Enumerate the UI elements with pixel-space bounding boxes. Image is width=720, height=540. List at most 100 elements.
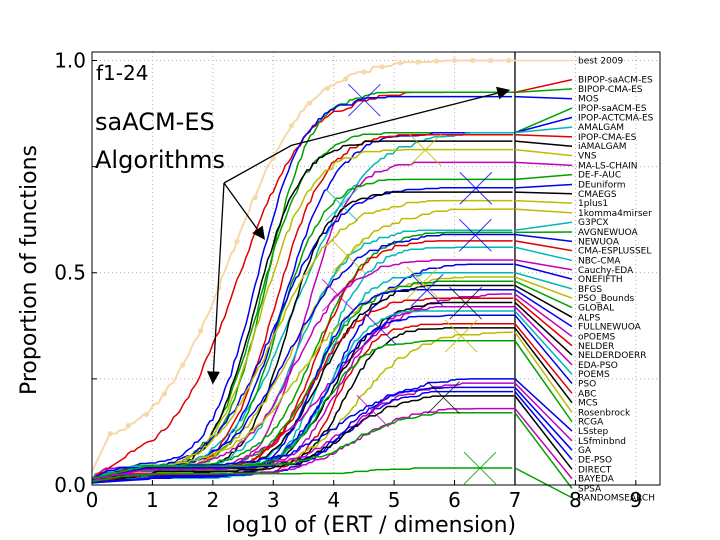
series-marker bbox=[321, 278, 355, 312]
legend-entry: 1plus1 bbox=[578, 199, 608, 209]
legend-connector bbox=[514, 340, 573, 423]
series-line bbox=[91, 386, 514, 484]
series-line bbox=[91, 390, 513, 480]
y-tick-label: 0.5 bbox=[54, 261, 86, 285]
legend-entry: BAYEDA bbox=[578, 475, 615, 485]
legend-entry: iAMALGAM bbox=[578, 142, 627, 152]
x-tick-label: 3 bbox=[267, 488, 280, 512]
legend-connector bbox=[514, 148, 573, 157]
x-tick-label: 8 bbox=[569, 488, 582, 512]
x-tick-label: 0 bbox=[86, 488, 99, 512]
x-tick-label: 2 bbox=[206, 488, 219, 512]
legend-connector bbox=[514, 78, 573, 94]
series-marker bbox=[459, 171, 493, 205]
legend-connector bbox=[514, 467, 573, 499]
legend-connector bbox=[514, 116, 573, 134]
series-marker bbox=[356, 394, 390, 428]
series-point bbox=[252, 194, 258, 201]
annotation-arrow bbox=[223, 86, 511, 184]
legend-connector bbox=[514, 199, 573, 204]
legend-entry: LSfminbnd bbox=[578, 437, 626, 447]
legend-connector bbox=[514, 310, 573, 375]
series-point bbox=[180, 362, 186, 368]
series-point bbox=[161, 391, 168, 397]
legend-connector bbox=[514, 284, 573, 318]
legend-entry: LSstep bbox=[578, 427, 608, 437]
series-line bbox=[91, 382, 514, 481]
series-point bbox=[234, 238, 240, 244]
series-line bbox=[91, 378, 515, 480]
series-marker bbox=[348, 83, 381, 117]
legend-entry: BIPOP-saACM-ES bbox=[578, 76, 653, 86]
legend-connector bbox=[514, 88, 573, 94]
series-point bbox=[415, 59, 421, 65]
legend-connector bbox=[514, 412, 573, 489]
legend-connector bbox=[514, 208, 573, 214]
legend-entry: PSO_Bounds bbox=[578, 294, 635, 304]
y-tick-label: 0.0 bbox=[54, 473, 86, 497]
legend-connector bbox=[514, 107, 573, 134]
legend-connector bbox=[514, 327, 573, 404]
legend-connector bbox=[514, 183, 573, 189]
legend-connector bbox=[514, 382, 573, 442]
legend-connector bbox=[514, 306, 573, 366]
x-tick-label: 7 bbox=[509, 488, 522, 512]
annotation-arrows bbox=[207, 86, 511, 385]
legend-connector bbox=[514, 314, 573, 385]
x-tick-label: 4 bbox=[327, 488, 340, 512]
series-point bbox=[343, 76, 349, 82]
series-point bbox=[325, 85, 331, 92]
legend-entry: FULLNEWUOA bbox=[578, 323, 642, 333]
x-axis-label: log10 of (ERT / dimension) bbox=[226, 513, 516, 538]
legend-entry: ALPS bbox=[578, 313, 601, 323]
series-point bbox=[506, 57, 512, 64]
annotation-arrow bbox=[223, 182, 265, 240]
legend-connector bbox=[514, 221, 573, 232]
x-tick-label: 1 bbox=[146, 488, 159, 512]
series-marker bbox=[463, 451, 497, 485]
legend-connector bbox=[514, 126, 573, 134]
legend-connector bbox=[514, 323, 573, 394]
plot-frame bbox=[91, 51, 661, 486]
legend-entry: best 2009 bbox=[578, 56, 624, 66]
series-marker bbox=[363, 311, 397, 345]
series-point bbox=[306, 100, 313, 106]
legend-connector bbox=[514, 293, 573, 338]
legend-entry: BFGS bbox=[578, 285, 602, 295]
legend-connector bbox=[514, 280, 573, 309]
series-line bbox=[91, 95, 512, 480]
series-point bbox=[379, 64, 385, 70]
legend-entry: NBC-CMA bbox=[578, 256, 621, 266]
series-point bbox=[433, 58, 440, 64]
y-tick-label: 1.0 bbox=[54, 48, 86, 72]
legend-connector bbox=[514, 386, 573, 451]
series-point bbox=[470, 57, 476, 64]
legend-entry: DE-F-AUC bbox=[578, 171, 621, 181]
legend-connector bbox=[514, 263, 573, 280]
legend-connector bbox=[514, 259, 573, 271]
series-line bbox=[91, 467, 513, 483]
legend-entry: MOS bbox=[578, 95, 599, 105]
legend-entry: AVGNEWUOA bbox=[578, 228, 639, 238]
legend-connectors bbox=[514, 59, 573, 499]
legend-entry: CMAEGS bbox=[578, 190, 617, 200]
series-marker bbox=[458, 218, 492, 252]
legend-entry: NELDER bbox=[578, 342, 614, 352]
series-line bbox=[91, 199, 513, 483]
legend-connector bbox=[514, 233, 573, 243]
legend-connector bbox=[514, 301, 573, 356]
legend-connector bbox=[514, 173, 573, 181]
legend-entry: NEWUOA bbox=[578, 237, 620, 247]
series-point bbox=[198, 328, 204, 334]
series-marker bbox=[408, 133, 442, 167]
legend-entry: IPOP-CMA-ES bbox=[578, 133, 637, 143]
legend-entry: NELDERDOERR bbox=[578, 351, 647, 361]
legend-entry: CMA-ESPLUSSEL bbox=[578, 247, 651, 257]
series-line bbox=[91, 395, 515, 482]
legend-connector bbox=[514, 95, 573, 100]
legend-connector bbox=[514, 395, 573, 470]
legend-entry: IPOP-saACM-ES bbox=[578, 104, 647, 114]
series-marker bbox=[325, 188, 358, 222]
series-curves bbox=[91, 59, 515, 485]
